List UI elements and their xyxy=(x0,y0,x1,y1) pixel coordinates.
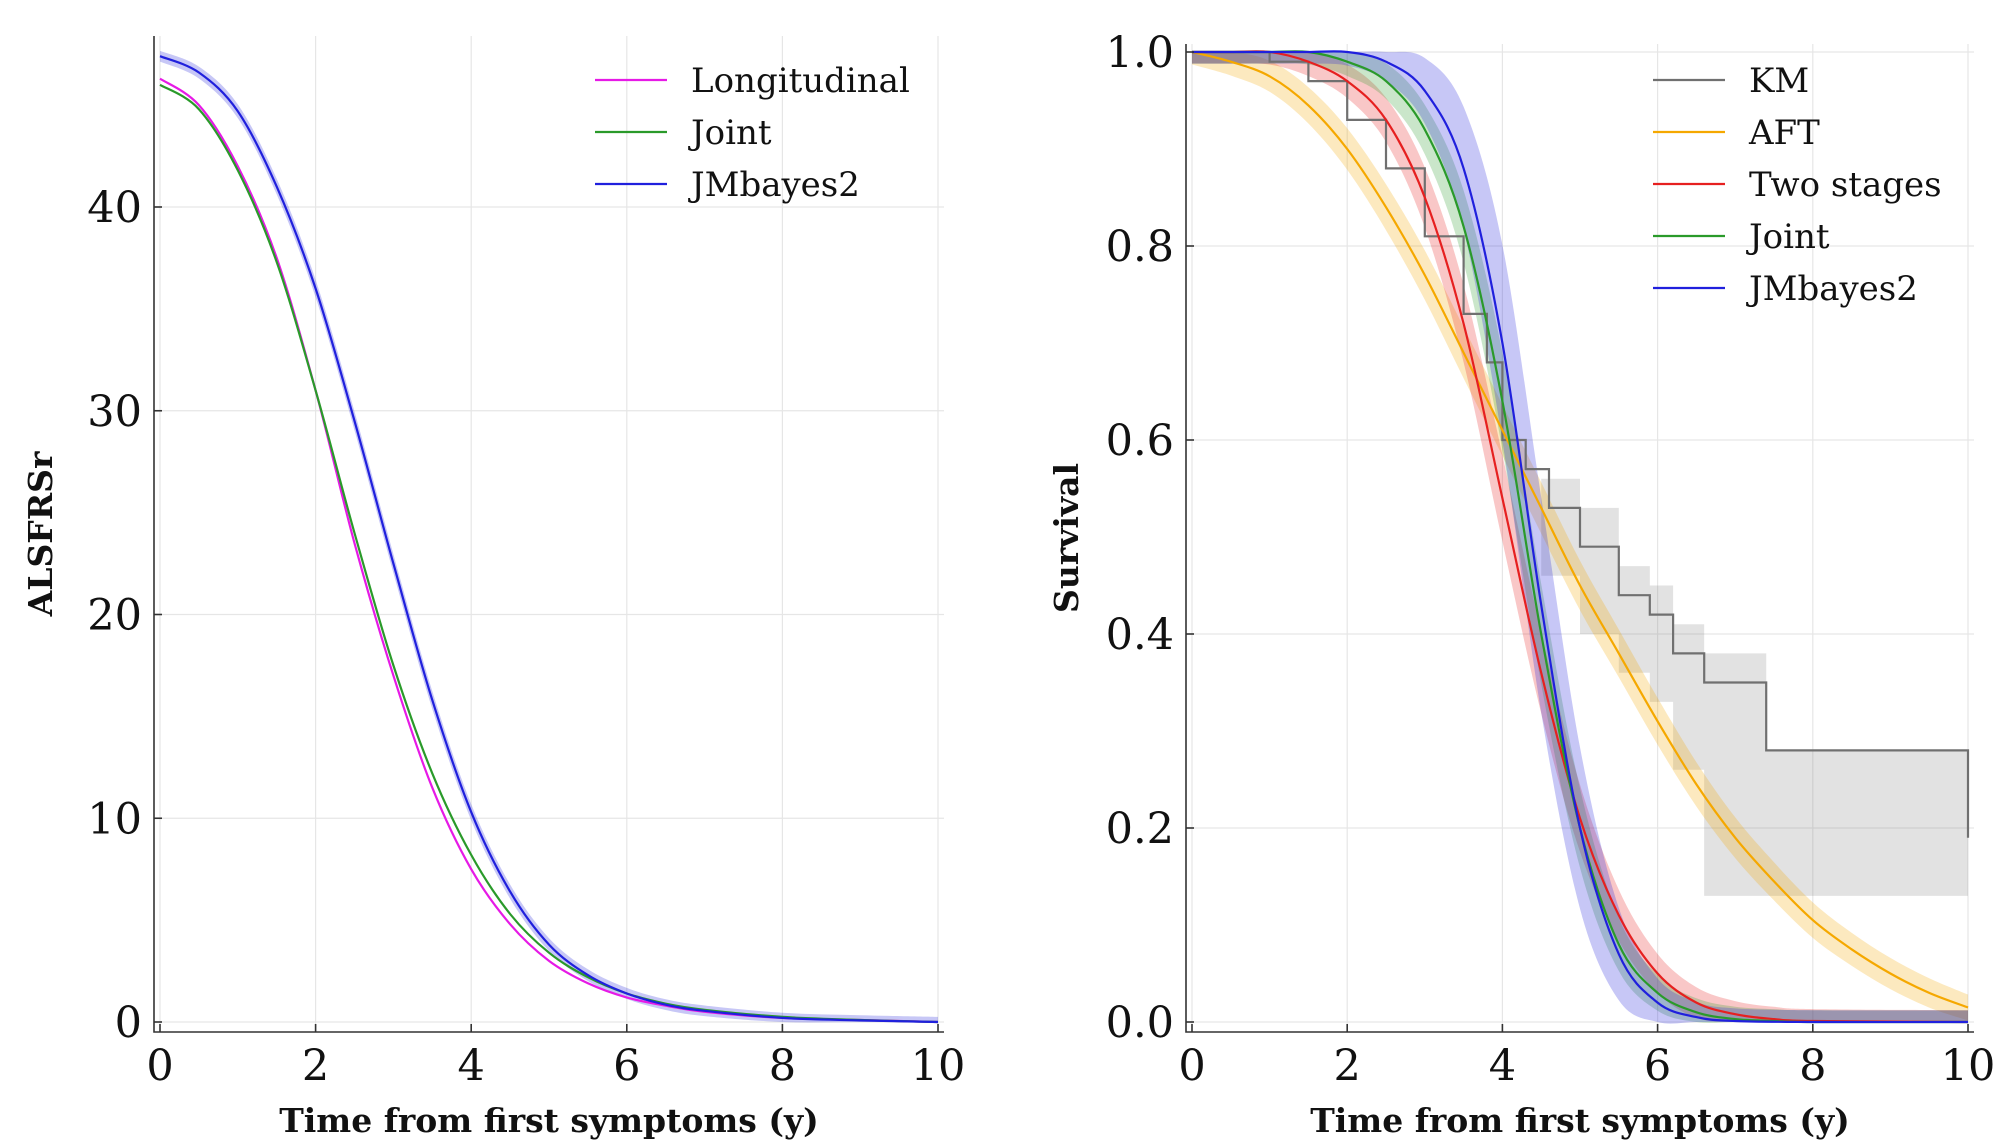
y-tick-label: 40 xyxy=(87,183,142,233)
legend-label: JMbayes2 xyxy=(688,165,860,205)
y-tick-label: 30 xyxy=(87,387,142,437)
x-tick-label: 6 xyxy=(613,1041,640,1091)
series-line-jmbayes2 xyxy=(159,55,939,1024)
y-tick-label: 1.0 xyxy=(1106,28,1174,78)
legend-label: Joint xyxy=(688,113,772,153)
alsfrsr-panel: 0 2 4 6 8 10 0 10 20 30 40 Time from first symptom… xyxy=(21,36,965,1140)
series-line-aft xyxy=(1191,50,1969,1009)
x-axis-title: Time from first symptoms (y) xyxy=(279,1101,819,1140)
legend-label: AFT xyxy=(1748,113,1820,153)
x-tick-label: 4 xyxy=(458,1041,485,1091)
legend-label: JMbayes2 xyxy=(1746,269,1918,309)
axis-frame xyxy=(153,36,944,1033)
y-tick-label: 10 xyxy=(87,794,142,844)
survival-panel: 0 2 4 6 8 10 0.0 0.2 0.4 0.6 0.8 1.0 Time from firs… xyxy=(1047,28,1995,1140)
x-tick-label: 2 xyxy=(1334,1041,1361,1091)
x-axis-title: Time from first symptoms (y) xyxy=(1310,1101,1850,1140)
x-tick-label: 8 xyxy=(769,1041,796,1091)
y-tick-label: 0.0 xyxy=(1106,998,1174,1048)
x-tick-label: 4 xyxy=(1489,1041,1516,1091)
y-axis-title: Survival xyxy=(1047,463,1086,613)
x-tick-label: 10 xyxy=(1941,1041,1996,1091)
legend-label: Two stages xyxy=(1749,165,1942,205)
km-confidence-band xyxy=(1541,478,1968,896)
series-line-km xyxy=(1192,50,1970,838)
x-tick-label: 0 xyxy=(146,1041,173,1091)
series-line-joint xyxy=(1191,50,1969,1024)
y-tick-label: 0.4 xyxy=(1106,610,1174,660)
x-tick-label: 0 xyxy=(1178,1041,1205,1091)
legend: KM AFT Two stages Joint JMbayes2 xyxy=(1653,61,1942,309)
series-line-jmbayes2 xyxy=(1191,50,1969,1024)
legend: Longitudinal Joint JMbayes2 xyxy=(595,61,910,205)
tick-labels: 0 2 4 6 8 10 0.0 0.2 0.4 0.6 0.8 1.0 xyxy=(1106,28,1996,1091)
tick-labels: 0 2 4 6 8 10 0 10 20 30 40 xyxy=(87,183,965,1091)
series-lines xyxy=(159,55,939,1024)
y-tick-label: 20 xyxy=(87,591,142,641)
y-tick-label: 0 xyxy=(115,998,142,1048)
axes xyxy=(153,36,944,1033)
y-tick-label: 0.2 xyxy=(1106,804,1174,854)
axes xyxy=(1185,44,1974,1033)
y-tick-label: 0.6 xyxy=(1106,416,1174,466)
x-tick-label: 6 xyxy=(1644,1041,1671,1091)
axis-frame xyxy=(1185,44,1974,1033)
x-tick-label: 10 xyxy=(911,1041,966,1091)
x-tick-label: 8 xyxy=(1799,1041,1826,1091)
legend-label: KM xyxy=(1749,61,1809,101)
series-line-joint xyxy=(159,83,939,1024)
y-tick-label: 0.8 xyxy=(1106,222,1174,272)
series-line-longitudinal xyxy=(159,77,939,1024)
series-line-two-stages xyxy=(1191,50,1969,1024)
legend-label: Joint xyxy=(1746,217,1830,257)
legend-label: Longitudinal xyxy=(691,61,910,101)
y-axis-title: ALSFRSr xyxy=(21,451,60,617)
x-tick-label: 2 xyxy=(302,1041,329,1091)
series-lines xyxy=(1191,50,1970,1024)
